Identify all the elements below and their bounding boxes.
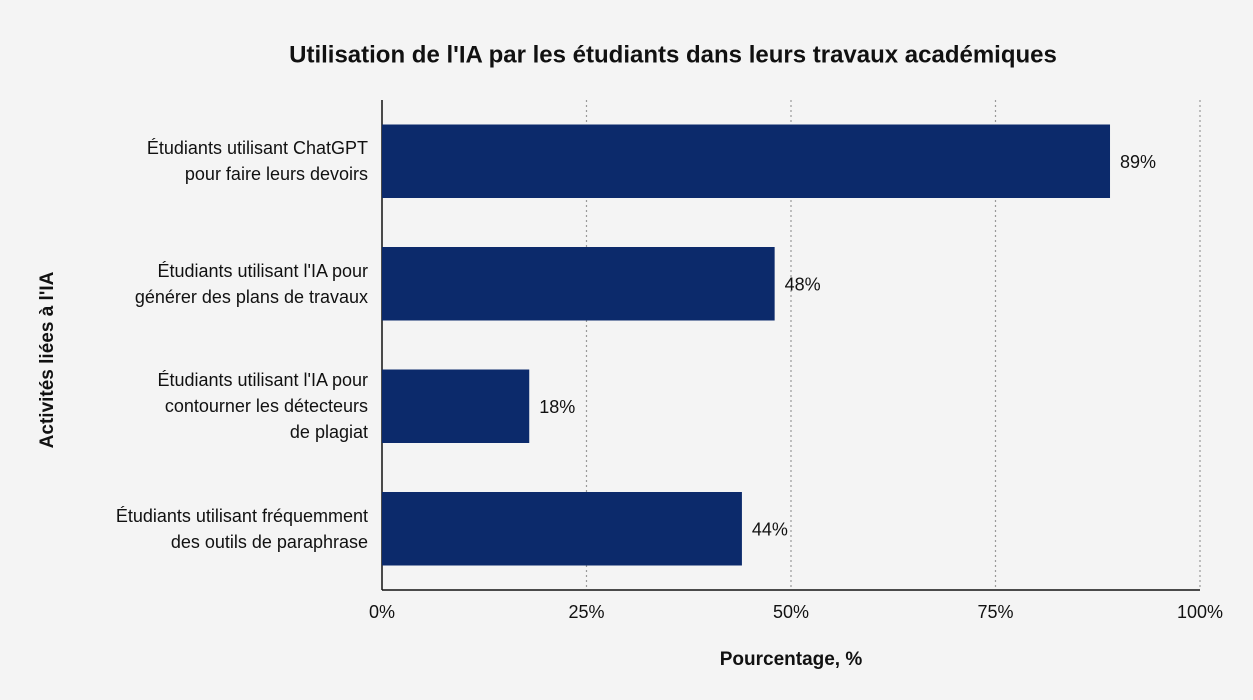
- x-tick-label: 100%: [1177, 602, 1223, 622]
- y-tick-label: Étudiants utilisant fréquemment des outi…: [115, 505, 368, 552]
- x-axis-label: Pourcentage, %: [720, 649, 863, 670]
- chart-title: Utilisation de l'IA par les étudiants da…: [289, 41, 1057, 68]
- y-tick-label: Étudiants utilisant l'IA pour contourner…: [157, 370, 368, 443]
- y-tick-label: Étudiants utilisant l'IA pour générer de…: [134, 260, 368, 307]
- bar: [382, 492, 742, 566]
- bar: [382, 247, 775, 321]
- value-label: 48%: [785, 275, 821, 295]
- value-label: 44%: [752, 520, 788, 540]
- x-tick-label: 25%: [568, 602, 604, 622]
- bar: [382, 369, 530, 443]
- x-tick-label: 50%: [773, 602, 809, 622]
- bar: [382, 124, 1111, 198]
- x-tick-label: 75%: [977, 602, 1013, 622]
- value-label: 18%: [539, 397, 575, 417]
- value-label: 89%: [1120, 152, 1156, 172]
- x-tick-label: 0%: [369, 602, 395, 622]
- y-tick-label: Étudiants utilisant ChatGPT pour faire l…: [146, 138, 368, 185]
- y-axis-label: Activités liées à l'IA: [37, 271, 58, 448]
